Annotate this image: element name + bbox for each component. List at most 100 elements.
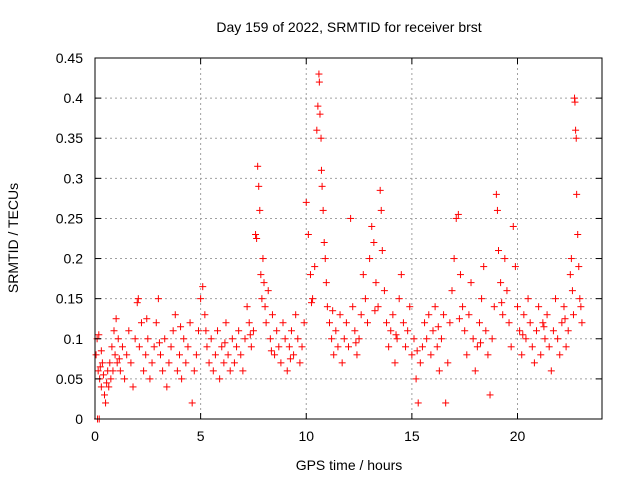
data-point: [320, 239, 328, 247]
data-point: [569, 311, 577, 319]
data-point: [380, 287, 388, 295]
data-point: [103, 379, 111, 387]
data-point: [501, 255, 509, 263]
data-point: [292, 311, 300, 319]
data-point: [465, 311, 473, 319]
data-point: [111, 351, 119, 359]
data-point: [131, 335, 139, 343]
data-point: [446, 319, 454, 327]
data-point: [294, 335, 302, 343]
data-point: [316, 110, 324, 118]
data-point: [467, 279, 475, 287]
data-point: [211, 351, 219, 359]
data-point: [218, 343, 226, 351]
data-point: [338, 359, 346, 367]
data-point: [254, 162, 262, 170]
data-point: [547, 367, 555, 375]
data-point: [256, 206, 264, 214]
data-point: [442, 399, 450, 407]
data-point: [266, 335, 274, 343]
data-point: [152, 319, 160, 327]
data-point: [309, 295, 317, 303]
data-point: [142, 351, 150, 359]
y-tick-label: 0: [75, 411, 83, 427]
data-point: [268, 311, 276, 319]
data-point: [357, 311, 365, 319]
data-point: [159, 367, 167, 375]
data-point: [514, 303, 521, 311]
data-point: [368, 222, 376, 230]
data-point: [262, 319, 270, 327]
data-point: [352, 339, 360, 347]
y-tick-label: 0.15: [56, 291, 83, 307]
data-point: [554, 335, 562, 343]
y-tick-label: 0.45: [56, 50, 83, 66]
data-point: [318, 182, 326, 190]
data-point: [463, 351, 471, 359]
data-point: [402, 343, 410, 351]
y-tick-label: 0.4: [64, 90, 84, 106]
data-point: [440, 311, 448, 319]
data-point: [566, 271, 574, 279]
data-point: [264, 287, 272, 295]
data-point: [389, 311, 397, 319]
data-point: [237, 351, 245, 359]
data-point: [540, 323, 548, 331]
data-point: [279, 319, 287, 327]
data-point: [133, 299, 141, 307]
data-point: [556, 351, 564, 359]
data-point: [125, 327, 133, 335]
y-tick-label: 0.1: [64, 331, 84, 347]
data-point: [511, 263, 519, 271]
data-point: [224, 351, 232, 359]
data-point: [315, 70, 323, 78]
data-point: [123, 351, 131, 359]
data-point: [317, 166, 325, 174]
data-point: [450, 255, 458, 263]
data-point: [475, 319, 483, 327]
data-point: [118, 343, 126, 351]
x-tick-label: 10: [298, 428, 314, 444]
data-point: [112, 315, 120, 323]
y-tick-label: 0.35: [56, 130, 83, 146]
data-point: [334, 343, 342, 351]
data-point: [573, 190, 581, 198]
data-point: [169, 327, 177, 335]
data-point: [306, 271, 314, 279]
data-point: [106, 359, 114, 367]
x-tick-label: 20: [510, 428, 526, 444]
data-point: [220, 359, 228, 367]
data-point: [300, 319, 308, 327]
data-point: [461, 327, 469, 335]
points-layer: [92, 70, 586, 423]
data-point: [342, 319, 350, 327]
data-point: [404, 327, 412, 335]
data-point: [572, 134, 580, 142]
data-point: [376, 186, 384, 194]
data-point: [283, 367, 291, 375]
data-point: [109, 367, 117, 375]
data-point: [361, 295, 369, 303]
data-point: [252, 230, 260, 238]
data-point: [520, 311, 528, 319]
data-point: [319, 206, 327, 214]
data-point: [235, 327, 243, 335]
data-point: [156, 351, 164, 359]
data-point: [165, 359, 173, 367]
data-point: [435, 367, 443, 375]
data-point: [490, 303, 498, 311]
data-point: [397, 271, 405, 279]
data-point: [524, 295, 532, 303]
data-point: [414, 399, 422, 407]
data-point: [287, 327, 295, 335]
data-point: [275, 343, 283, 351]
plot-frame: [94, 57, 603, 420]
data-point: [413, 347, 421, 355]
data-point: [286, 355, 294, 363]
data-point: [359, 271, 367, 279]
data-point: [161, 335, 169, 343]
data-point: [392, 331, 400, 339]
data-point: [433, 343, 441, 351]
data-point: [257, 271, 265, 279]
data-point: [572, 126, 580, 134]
